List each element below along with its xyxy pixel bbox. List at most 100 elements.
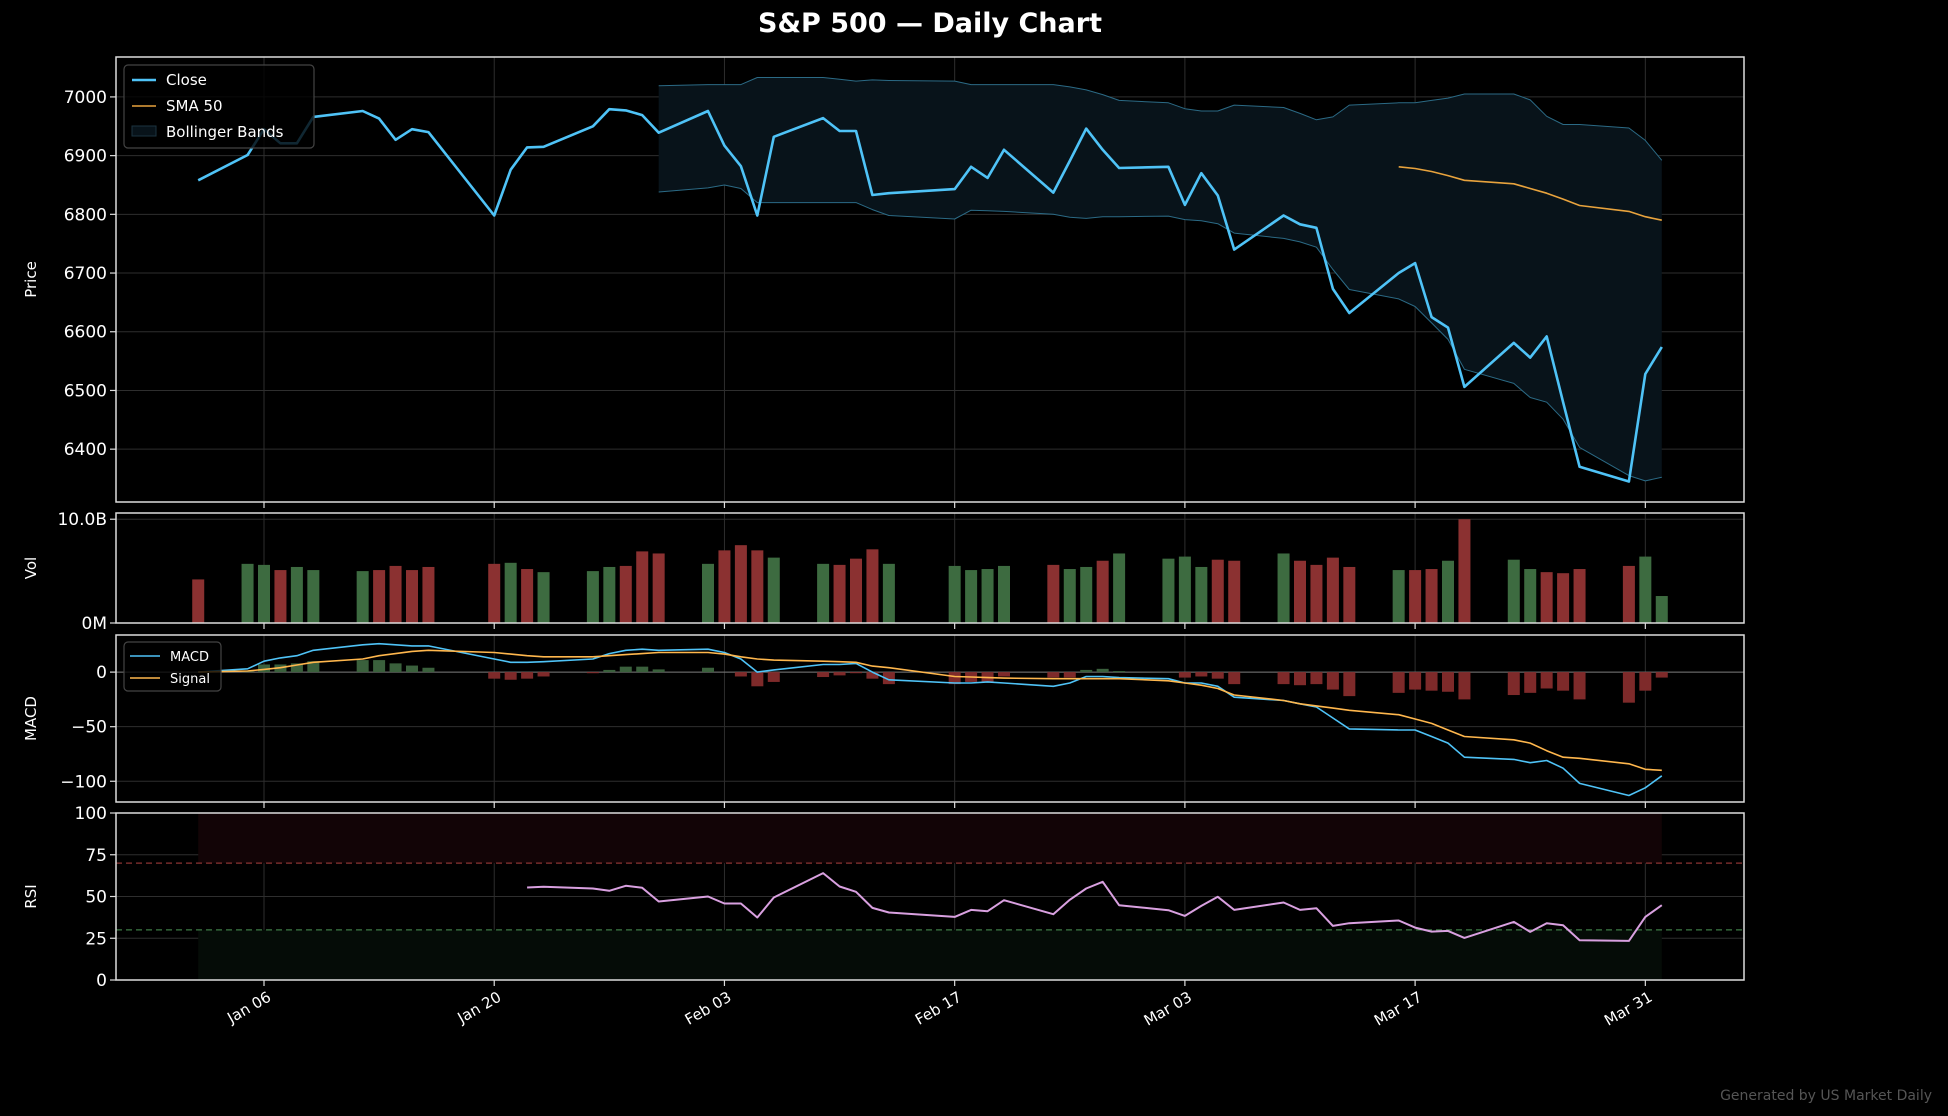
close-line [197,107,1663,483]
volume-bar [1195,566,1208,623]
volume-bar [1524,569,1537,623]
volume-bar [1047,564,1060,623]
macd-histogram-bar [586,672,599,674]
price-panel: 6400 6500 6600 6700 6800 6900 7000 Price [22,57,1744,508]
macd-histogram-bar [1507,672,1520,696]
y-tick-label: 6800 [64,205,107,225]
rsi-panel: 0 25 50 75 100 RSI [22,804,1744,991]
volume-bar [1063,569,1076,623]
volume-bar [307,570,320,623]
macd-histogram-bar [1294,672,1306,686]
macd-histogram-bar [882,672,895,685]
volume-bar [1294,560,1306,623]
macd-histogram-bar [1343,672,1356,697]
chart-title: S&P 500 — Daily Chart [758,8,1102,39]
volume-bar [1655,596,1668,623]
volume-bar [1392,570,1405,623]
volume-bar [241,563,254,623]
macd-histogram-bar [258,664,270,673]
volume-bar [981,569,994,623]
legend-label: Signal [170,672,210,687]
macd-histogram-bar [652,669,665,673]
macd-histogram-bar [1063,672,1076,678]
volume-bar [850,558,862,623]
footer-credit: Generated by US Market Daily [1720,1088,1932,1104]
volume-bar [356,571,369,623]
volume-panel: 0M 10.0B Vol [22,510,1744,634]
volume-bar [619,565,632,623]
macd-legend: MACD Signal [123,641,222,692]
volume-bar [998,565,1010,623]
y-tick-label: 7000 [64,88,107,108]
y-tick-label: 25 [85,929,107,949]
volume-bar [1458,519,1471,623]
y-tick-label: 6500 [64,381,107,401]
y-axis-label: Vol [22,557,40,579]
price-axes-frame [115,56,1745,503]
signal-line [198,649,1662,772]
volume-bar [1211,559,1224,623]
macd-histogram-bar [1228,672,1241,685]
volume-bar [948,565,961,623]
volume-bar [488,563,501,623]
volume-bar [734,545,747,623]
x-tick-label: Mar 17 [1371,988,1425,1030]
volume-bar [833,564,846,623]
macd-histogram-bar [619,666,632,673]
volume-bar [636,551,649,623]
volume-bar [1343,566,1356,623]
macd-histogram-bar [1392,672,1405,693]
volume-bar [422,566,435,623]
volume-bar [1507,559,1520,623]
volume-axes-frame [115,512,1745,624]
macd-histogram-bar [948,672,961,685]
legend-bollinger-swatch [131,125,157,137]
volume-bar [965,570,978,623]
volume-bar [1228,560,1241,623]
x-tick-label: Feb 17 [912,988,965,1029]
macd-histogram-bar [1047,672,1060,678]
volume-bar [652,553,665,623]
volume-bar [817,563,830,623]
bollinger-band-fill [658,77,1662,481]
volume-bar [1557,573,1570,623]
volume-bar [373,570,386,623]
macd-panel: −100 −50 0 MACD [22,635,1744,808]
legend-label: Bollinger Bands [166,123,284,141]
macd-histogram-bar [1524,672,1537,693]
volume-bar [1310,564,1323,623]
macd-histogram-bar [1178,672,1191,678]
macd-histogram-bar [1326,672,1339,690]
y-tick-label: 0 [96,663,107,683]
sma50-line [1398,166,1662,221]
volume-bar [258,564,270,623]
bollinger-upper-line [658,77,1663,161]
legend-label: SMA 50 [166,97,223,115]
y-tick-label: −100 [60,772,107,792]
macd-histogram-bar [636,666,649,673]
y-tick-label: 50 [85,888,107,908]
y-tick-label: −50 [71,718,107,738]
y-tick-label: 100 [75,804,107,824]
macd-histogram-bar [1409,672,1422,690]
volume-bar [882,563,895,623]
macd-histogram-bar [1425,672,1438,691]
macd-histogram-bar [406,665,418,673]
legend-label: Close [166,71,207,89]
volume-bar [1409,570,1422,623]
volume-bar [603,566,616,623]
y-tick-label: 6600 [64,323,107,343]
macd-histogram-bar [1655,672,1668,678]
oversold-zone [198,929,1662,980]
volume-bar [751,550,764,623]
y-axis-label: MACD [22,696,40,741]
y-axis-label: Price [22,261,40,298]
volume-bar [1096,560,1109,623]
macd-histogram-bar [1622,672,1635,703]
volume-bar [1425,569,1438,623]
macd-line [198,642,1663,797]
legend-box [123,64,315,149]
macd-histogram-bar [537,672,550,677]
rsi-axes-frame [115,812,1745,981]
